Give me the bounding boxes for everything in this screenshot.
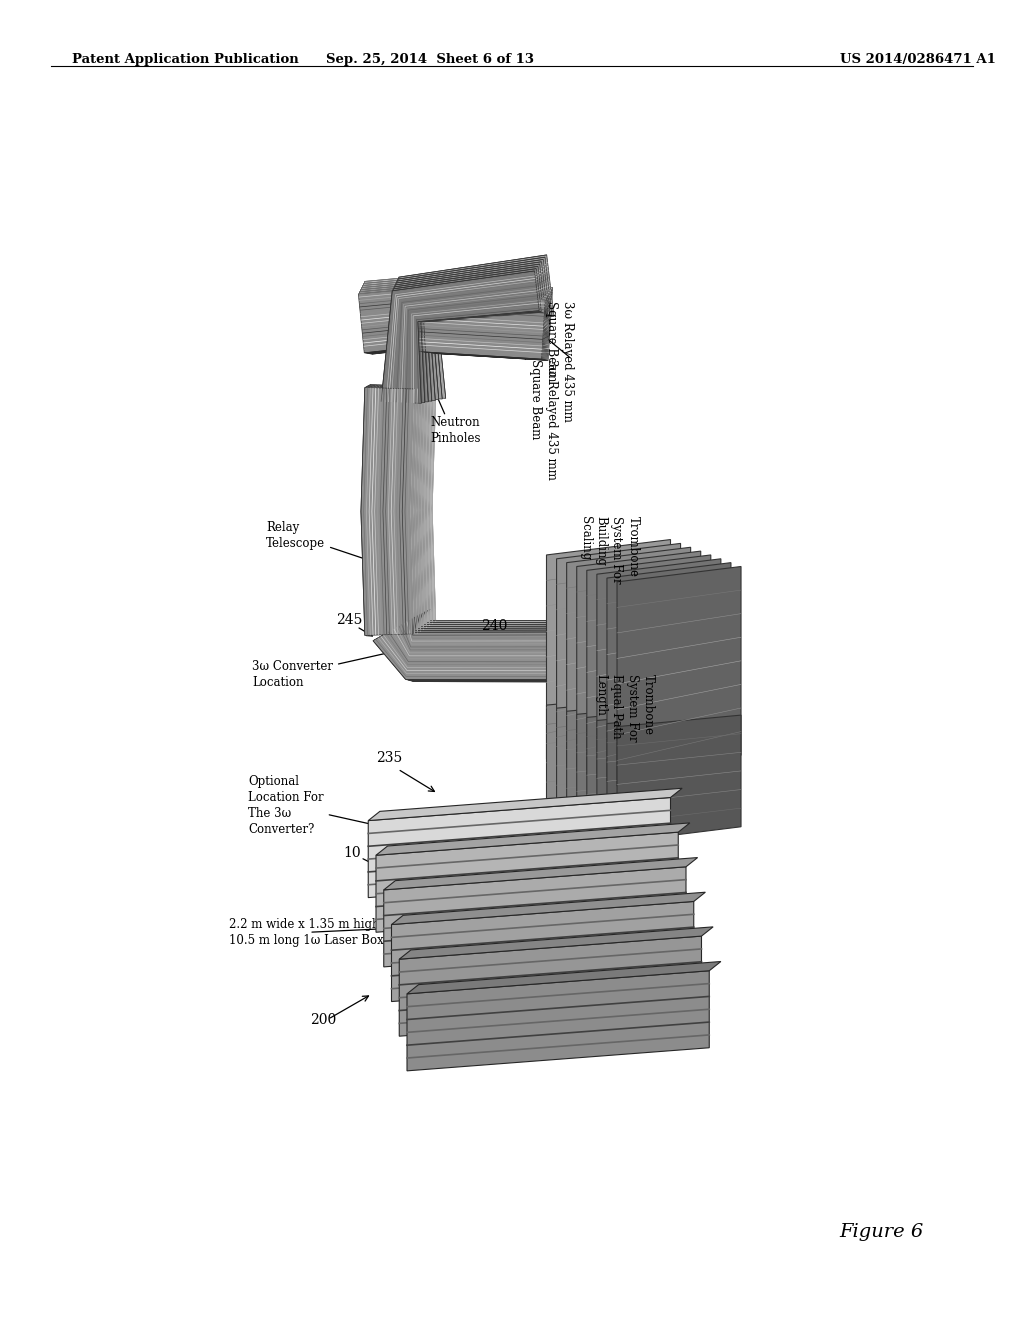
Polygon shape	[369, 788, 682, 821]
Polygon shape	[382, 269, 542, 403]
Polygon shape	[376, 822, 690, 855]
Polygon shape	[607, 562, 731, 781]
Polygon shape	[384, 867, 686, 966]
Text: Trombone
System For
Building
Scaling: Trombone System For Building Scaling	[579, 516, 640, 583]
Text: 10: 10	[343, 846, 361, 861]
Text: Neutron
Pinholes: Neutron Pinholes	[430, 416, 480, 445]
Text: 2.2 m wide x 1.35 m high x
10.5 m long 1ω Laser Box: 2.2 m wide x 1.35 m high x 10.5 m long 1…	[228, 917, 389, 946]
Text: 3ω Converter
Location: 3ω Converter Location	[252, 651, 391, 689]
Polygon shape	[376, 832, 678, 932]
Polygon shape	[365, 279, 553, 360]
Polygon shape	[557, 544, 681, 763]
Text: Trombone
System For
Equal Path
Length: Trombone System For Equal Path Length	[594, 675, 655, 742]
Polygon shape	[607, 711, 731, 840]
Polygon shape	[375, 612, 569, 681]
Polygon shape	[383, 260, 550, 400]
Polygon shape	[366, 385, 433, 634]
Polygon shape	[384, 255, 554, 399]
Polygon shape	[399, 936, 701, 1036]
Polygon shape	[383, 261, 548, 400]
Polygon shape	[597, 709, 721, 836]
Polygon shape	[617, 715, 741, 842]
Polygon shape	[384, 858, 697, 890]
Polygon shape	[557, 697, 681, 824]
Text: 245: 245	[336, 612, 362, 627]
Polygon shape	[577, 552, 700, 771]
Polygon shape	[360, 286, 548, 359]
Polygon shape	[374, 615, 566, 680]
Polygon shape	[365, 385, 430, 634]
Polygon shape	[383, 257, 552, 399]
Polygon shape	[361, 387, 418, 635]
Polygon shape	[364, 385, 427, 634]
Polygon shape	[547, 540, 671, 759]
Polygon shape	[375, 611, 570, 681]
Polygon shape	[407, 970, 710, 1071]
Polygon shape	[617, 566, 741, 785]
Polygon shape	[374, 614, 567, 681]
Polygon shape	[359, 289, 547, 359]
Polygon shape	[547, 693, 671, 821]
Polygon shape	[597, 558, 721, 779]
Polygon shape	[407, 961, 721, 994]
Polygon shape	[399, 927, 713, 960]
Polygon shape	[381, 271, 540, 404]
Text: 3ω Relayed 435 mm
Square Beam: 3ω Relayed 435 mm Square Beam	[545, 301, 573, 421]
Polygon shape	[376, 609, 573, 682]
Polygon shape	[566, 548, 690, 767]
Polygon shape	[367, 384, 436, 634]
Polygon shape	[360, 388, 415, 635]
Polygon shape	[566, 700, 690, 826]
Text: Relay
Telescope: Relay Telescope	[266, 521, 372, 562]
Polygon shape	[382, 267, 544, 401]
Polygon shape	[376, 610, 572, 681]
Text: 200: 200	[310, 1014, 336, 1027]
Text: 3ω Relayed 435 mm
Square Beam: 3ω Relayed 435 mm Square Beam	[508, 305, 558, 479]
Polygon shape	[369, 797, 671, 898]
Polygon shape	[362, 387, 421, 635]
Polygon shape	[391, 902, 693, 1002]
Text: 235: 235	[376, 751, 402, 766]
Polygon shape	[587, 554, 711, 775]
Polygon shape	[361, 284, 549, 360]
Polygon shape	[358, 290, 545, 359]
Text: Optional
Location For
The 3ω
Converter?: Optional Location For The 3ω Converter?	[248, 775, 402, 836]
Polygon shape	[577, 702, 700, 830]
Text: US 2014/0286471 A1: US 2014/0286471 A1	[840, 53, 995, 66]
Polygon shape	[373, 616, 564, 680]
Polygon shape	[587, 706, 711, 833]
Polygon shape	[364, 387, 424, 635]
Polygon shape	[362, 282, 550, 360]
Polygon shape	[391, 892, 706, 924]
Polygon shape	[364, 280, 551, 360]
Polygon shape	[382, 264, 546, 401]
Text: Sep. 25, 2014  Sheet 6 of 13: Sep. 25, 2014 Sheet 6 of 13	[326, 53, 535, 66]
Text: Figure 6: Figure 6	[840, 1222, 924, 1241]
Text: 240: 240	[480, 619, 507, 632]
Text: Patent Application Publication: Patent Application Publication	[72, 53, 298, 66]
